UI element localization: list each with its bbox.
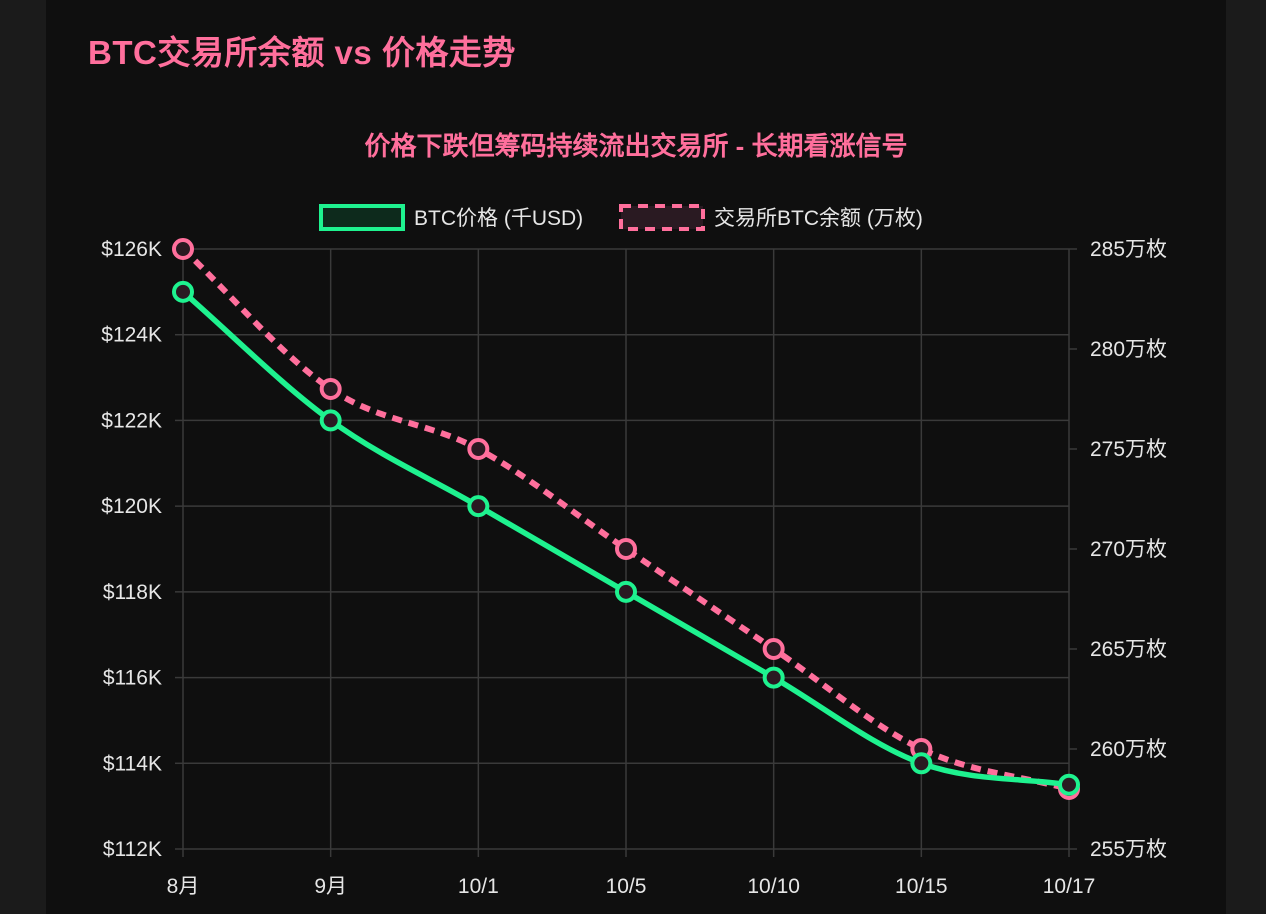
x-tick-label: 9月 [314, 875, 347, 898]
price-data-point [319, 409, 342, 432]
y-left-tick-label: $126K [101, 238, 162, 261]
price-data-point [910, 752, 933, 775]
y-left-tick-label: $120K [101, 495, 162, 518]
price-data-point [762, 666, 785, 689]
legend-swatch-price [319, 204, 405, 231]
y-left-tick-label: $118K [103, 581, 162, 604]
y-left-tick-label: $124K [101, 324, 162, 347]
balance-data-point [762, 638, 785, 660]
y-right-tick-label: 265万枚 [1090, 638, 1167, 661]
balance-data-point [467, 438, 490, 460]
legend-swatch-balance [619, 204, 705, 231]
price-data-point [467, 495, 490, 518]
y-left-tick-label: $116K [103, 667, 162, 690]
x-tick-label: 10/5 [606, 875, 647, 898]
balance-data-point [319, 378, 342, 400]
y-left-tick-label: $112K [103, 838, 162, 861]
chart-panel [46, 0, 1226, 914]
legend[interactable]: BTC价格 (千USD) 交易所BTC余额 (万枚) [319, 204, 923, 231]
legend-label-balance: 交易所BTC余额 (万枚) [714, 207, 923, 230]
price-data-point [615, 580, 637, 603]
y-right-tick-label: 280万枚 [1090, 338, 1167, 361]
x-tick-label: 10/17 [1043, 875, 1096, 898]
x-tick-label: 10/1 [458, 875, 499, 898]
x-tick-label: 10/10 [747, 875, 800, 898]
y-right-tick-label: 270万枚 [1090, 538, 1167, 561]
price-data-point [172, 280, 194, 303]
y-left-tick-label: $122K [101, 409, 162, 432]
series-markers [172, 238, 1080, 800]
y-right-tick-label: 275万枚 [1090, 438, 1167, 461]
y-right-tick-label: 255万枚 [1090, 838, 1167, 861]
balance-data-point [172, 238, 194, 260]
price-data-point [1058, 773, 1080, 796]
y-right-tick-label: 260万枚 [1090, 738, 1167, 761]
balance-data-point [615, 538, 637, 560]
y-left-tick-label: $114K [103, 752, 162, 775]
page-title: BTC交易所余额 vs 价格走势 [88, 34, 516, 71]
legend-label-price: BTC价格 (千USD) [414, 207, 583, 230]
chart-title: 价格下跌但筹码持续流出交易所 - 长期看涨信号 [364, 131, 907, 161]
y-right-tick-label: 285万枚 [1090, 238, 1167, 261]
x-tick-label: 8月 [167, 875, 200, 898]
axis-labels: $126K $124K $122K $120K $118K $116K $114K $112K… [101, 238, 1167, 898]
x-tick-label: 10/15 [895, 875, 948, 898]
